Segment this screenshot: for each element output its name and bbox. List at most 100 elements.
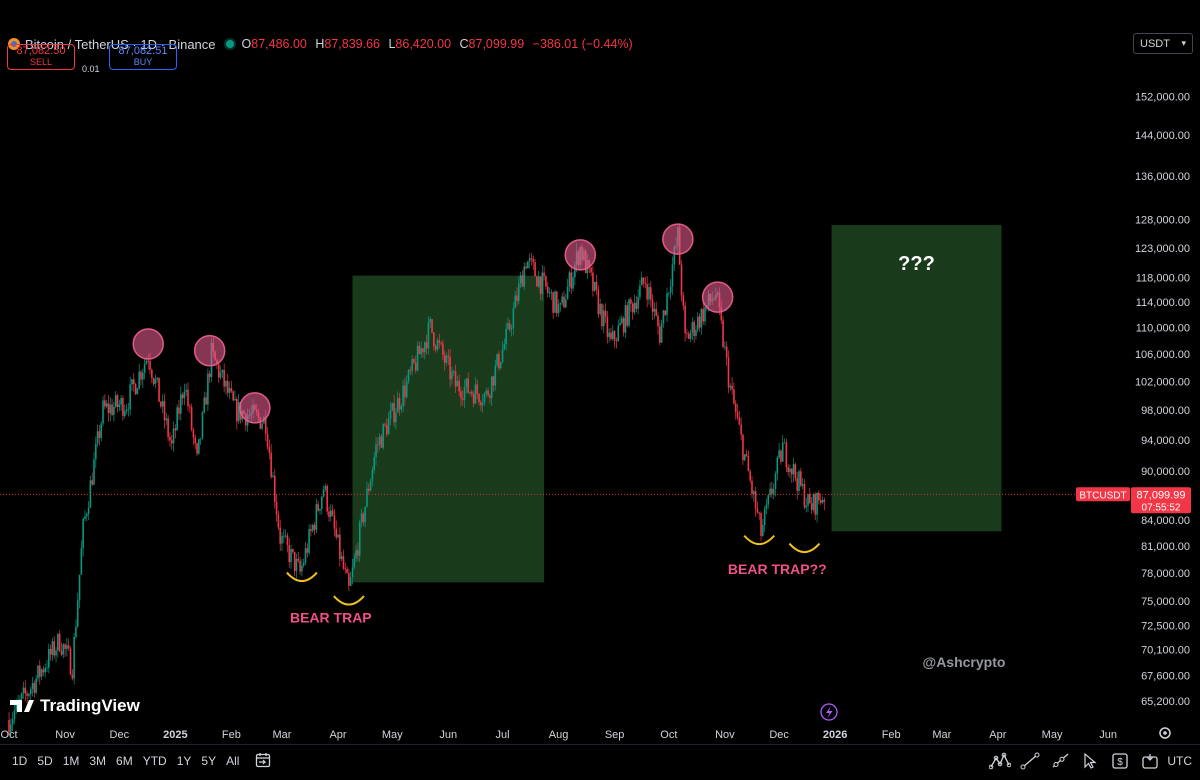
candle-body xyxy=(743,454,746,461)
timeframe-5y[interactable]: 5Y xyxy=(201,754,217,768)
candle-body xyxy=(67,645,70,649)
trend-line-icon[interactable] xyxy=(1015,750,1045,772)
candle-body xyxy=(673,247,676,265)
bear-trap-label: BEAR TRAP xyxy=(290,609,372,625)
y-tick-label: 67,600.00 xyxy=(1141,670,1190,682)
candle-body xyxy=(649,287,652,300)
candle-body xyxy=(275,502,278,515)
x-tick-label: Mar xyxy=(273,729,292,741)
candle-body xyxy=(720,307,723,321)
candle-body xyxy=(767,495,770,505)
candle-body xyxy=(490,376,493,398)
candle-body xyxy=(552,292,554,313)
timeframe-1d[interactable]: 1D xyxy=(12,754,28,768)
candle-body xyxy=(284,535,287,537)
timeframe-3m[interactable]: 3M xyxy=(89,754,107,768)
candle-body xyxy=(232,391,234,401)
cursor-icon[interactable] xyxy=(1075,750,1105,772)
candle-body xyxy=(322,489,325,497)
x-tick-label: Mar xyxy=(932,729,951,741)
bottom-marker-arc xyxy=(333,595,365,606)
candle-body xyxy=(270,452,272,478)
candle-body xyxy=(187,389,189,407)
calendar-range-icon[interactable] xyxy=(255,752,271,768)
candle-body xyxy=(662,310,665,324)
candle-body xyxy=(15,701,18,711)
alert-icon[interactable] xyxy=(1135,750,1165,772)
candle-body xyxy=(785,442,788,468)
candle-body xyxy=(22,687,25,694)
candle-body xyxy=(514,295,516,309)
timeframe-ytd[interactable]: YTD xyxy=(142,754,167,768)
y-tick-label: 94,000.00 xyxy=(1141,435,1190,447)
currency-select[interactable]: USDT ▾ xyxy=(1133,33,1193,54)
timeframe-all[interactable]: All xyxy=(226,754,240,768)
candle-body xyxy=(516,295,518,301)
candle-body xyxy=(221,369,224,373)
candle-body xyxy=(769,488,771,496)
candle-body xyxy=(145,360,148,365)
candle-body xyxy=(774,473,777,489)
timeframe-6m[interactable]: 6M xyxy=(116,754,133,768)
y-tick-label: 72,500.00 xyxy=(1141,620,1190,632)
candle-body xyxy=(55,650,57,656)
candle-body xyxy=(266,433,269,448)
candle-body xyxy=(111,404,113,415)
candle-body xyxy=(371,469,374,481)
candle-body xyxy=(781,442,784,462)
timeframe-1m[interactable]: 1M xyxy=(62,754,80,768)
sell-button[interactable]: 87,082.50 SELL xyxy=(7,44,75,70)
candle-body xyxy=(527,261,529,269)
x-tick-label: Jun xyxy=(1099,729,1117,741)
candle-body xyxy=(60,650,63,655)
candle-body xyxy=(131,379,133,385)
ray-tool-icon[interactable] xyxy=(1045,750,1075,772)
pattern-tool-icon[interactable] xyxy=(985,750,1015,772)
timezone-label[interactable]: UTC xyxy=(1167,754,1192,768)
candle-body xyxy=(554,291,556,313)
x-tick-label: Sep xyxy=(605,729,625,741)
timeframe-5d[interactable]: 5D xyxy=(37,754,53,768)
candle-body xyxy=(107,403,110,414)
y-tick-label: 118,000.00 xyxy=(1136,272,1190,284)
countdown-value: 07:55:52 xyxy=(1142,502,1181,513)
candle-body xyxy=(756,508,759,513)
candle-body xyxy=(722,320,724,347)
candle-body xyxy=(555,291,558,314)
candle-body xyxy=(753,491,755,494)
candle-body xyxy=(451,371,453,380)
candle-body xyxy=(225,380,227,387)
candle-body xyxy=(624,305,627,333)
candle-body xyxy=(169,436,171,441)
candle-body xyxy=(550,292,553,294)
candle-body xyxy=(572,277,574,289)
y-tick-label: 136,000.00 xyxy=(1135,171,1190,183)
candle-body xyxy=(122,398,124,416)
candle-body xyxy=(346,568,348,574)
top-marker-circle xyxy=(701,281,734,313)
candle-body xyxy=(395,412,397,423)
candle-body xyxy=(505,328,507,344)
candle-body xyxy=(424,342,426,353)
candle-body xyxy=(539,276,542,294)
candle-body xyxy=(230,388,233,392)
candle-body xyxy=(532,258,535,263)
y-tick-label: 128,000.00 xyxy=(1135,214,1190,226)
candle-body xyxy=(198,438,200,454)
lightning-bolt-icon xyxy=(826,706,833,718)
candle-body xyxy=(380,436,383,448)
market-open-icon xyxy=(225,40,234,48)
timeframe-1y[interactable]: 1Y xyxy=(176,754,192,768)
drawing-toolbar: $ UTC xyxy=(985,750,1200,772)
candle-body xyxy=(373,457,375,470)
candle-body xyxy=(116,395,119,407)
candle-body xyxy=(46,667,48,669)
candle-body xyxy=(724,346,726,348)
candle-body xyxy=(474,384,477,404)
trade-icon[interactable]: $ xyxy=(1105,750,1135,772)
candle-body xyxy=(745,454,748,456)
candle-body xyxy=(400,406,403,410)
buy-button[interactable]: 87,082.51 BUY xyxy=(109,44,177,70)
chevron-down-icon: ▾ xyxy=(1181,38,1186,48)
